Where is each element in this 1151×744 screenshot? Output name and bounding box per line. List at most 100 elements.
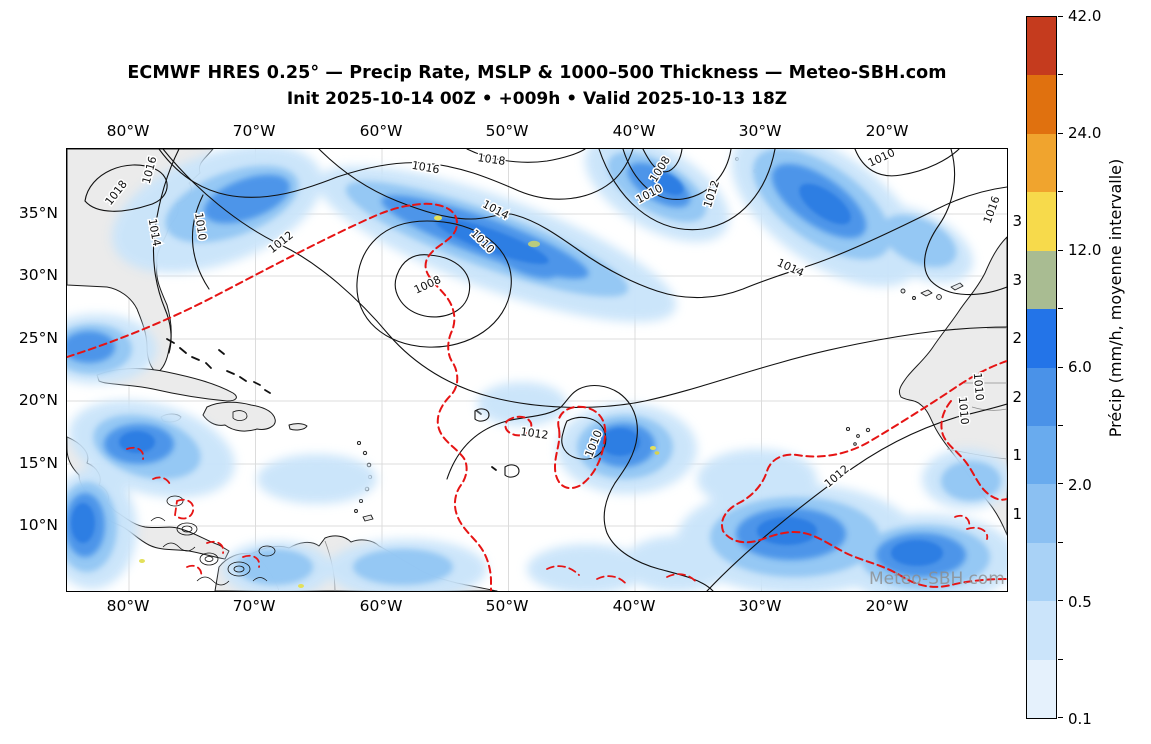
canary-islands [900,282,964,300]
bottom-axis-tick: 50°W [485,597,529,615]
bottom-axis-tick: 20°W [865,597,909,615]
isobar-label: 1012 [822,462,852,490]
colorbar-tick [1058,366,1063,368]
colorbar-left-label: 2 [1012,388,1022,406]
top-axis-tick: 50°W [485,122,529,140]
colorbar-tick [1058,600,1063,602]
isobar-1010-low-loop [356,220,512,348]
puerto-rico-island [288,423,308,431]
colorbar-tick [1058,658,1063,660]
thickness-main-west [67,204,414,358]
top-axis-tick: 20°W [865,122,909,140]
figure-title: ECMWF HRES 0.25° — Precip Rate, MSLP & 1… [127,63,947,83]
hispaniola-terrain-loop [232,410,248,421]
thickness-africa-inland [940,400,1007,501]
isobar-label: 1008 [412,273,443,297]
colorbar-band [1027,425,1056,485]
colorbar-tick-label: 24.0 [1068,124,1102,142]
colorbar-tick [1058,717,1063,718]
colorbar-left-label: 3 [1012,271,1022,289]
left-axis-tick: 20°N [18,391,58,409]
colorbar-band [1027,133,1056,193]
colorbar-band [1027,192,1056,251]
map-canvas: 1018 1016 1016 1018 1014 1010 1012 1010 … [66,148,1008,592]
top-axis-tick: 80°W [106,122,150,140]
top-axis-tick: 40°W [612,122,656,140]
thickness-terrain-fragments [126,446,989,586]
isobar-1014-west-ns [152,149,180,354]
isobar-1014-main [318,149,1007,299]
colorbar-tick [1058,483,1063,485]
colorbar-band [1027,659,1056,719]
colorbar-tick [1058,249,1063,251]
colorbar-band [1027,75,1056,134]
colorbar-tick-label: 0.1 [1068,710,1092,728]
isobar-1012-trough [598,149,776,231]
colorbar-band [1027,309,1056,368]
colorbar-tick [1058,424,1063,426]
colorbar-tick [1058,132,1063,134]
hispaniola-island [202,401,276,432]
thickness-east-atlantic [721,360,1007,588]
thickness-loop-and-descent [412,202,492,591]
thickness-small-loop [504,415,533,437]
isobar-1016-right [924,149,1007,296]
bahamas-islets [166,338,497,471]
isobar-label: 1010 [866,149,897,170]
isobar-1010-tropical-loop [561,416,607,460]
isobar-1012-africa-branch [706,403,1007,591]
colorbar-tick-label: 2.0 [1068,476,1092,494]
colorbar-axis-label: Précip (mm/h, moyenne intervalle) [1106,158,1125,438]
left-axis-tick: 25°N [18,329,58,347]
colorbar-band [1027,367,1056,426]
colorbar-band [1027,542,1056,602]
isobar-1012-main [162,149,1007,408]
isobar-1008-low-loop [394,254,471,318]
colorbar-tick-label: 0.5 [1068,593,1092,611]
andes-terrain-contours [150,495,276,586]
isobar-1010-right-top [854,149,960,177]
isobar-label: 1010 [971,372,986,401]
colorbar-tick-label: 42.0 [1068,7,1102,25]
precip-colorbar [1026,16,1057,719]
precip-heavy-specks [139,215,660,588]
colorbar-left-label: 3 [1012,212,1022,230]
colorbar-left-label: 1 [1012,446,1022,464]
colorbar-tick [1058,74,1063,76]
isobar-1018-top [466,149,586,163]
top-axis-tick: 60°W [359,122,403,140]
colorbar-tick [1058,191,1063,193]
isobar-small-closed-2 [504,464,520,478]
bottom-axis-tick: 30°W [738,597,782,615]
isobar-label: 1018 [477,151,507,168]
colorbar-tick-label: 12.0 [1068,241,1102,259]
left-axis-tick: 30°N [18,266,58,284]
left-axis-tick: 15°N [18,454,58,472]
isobar-small-closed-1 [474,408,490,422]
colorbar-tick [1058,541,1063,543]
isobar-1018-loop [84,164,168,212]
cape-verde-islands [845,426,871,446]
colorbar-band [1027,17,1056,76]
colorbar-band [1027,484,1056,543]
watermark-text: Meteo-SBH.com [869,569,1005,589]
isobar-1008-trough [642,149,683,173]
isobar-1010-west-ns [191,194,210,290]
bottom-axis-tick: 70°W [232,597,276,615]
isobar-label: 1010 [192,212,209,242]
colorbar-band [1027,601,1056,660]
figure-subtitle: Init 2025-10-14 00Z • +009h • Valid 2025… [286,89,788,109]
isobar-1010-trough [622,149,732,200]
thickness-tropical-loop [553,405,607,490]
colorbar-ticks [1058,16,1064,719]
top-axis-tick: 30°W [738,122,782,140]
bottom-axis-tick: 60°W [359,597,403,615]
isobar-1016-west [158,149,634,200]
colorbar-left-label: 1 [1012,505,1022,523]
weather-map-svg: 1018 1016 1016 1018 1014 1010 1012 1010 … [67,149,1007,591]
colorbar-band [1027,250,1056,310]
top-axis-tick: 70°W [232,122,276,140]
colorbar-tick-label: 6.0 [1068,358,1092,376]
bottom-axis-tick: 40°W [612,597,656,615]
